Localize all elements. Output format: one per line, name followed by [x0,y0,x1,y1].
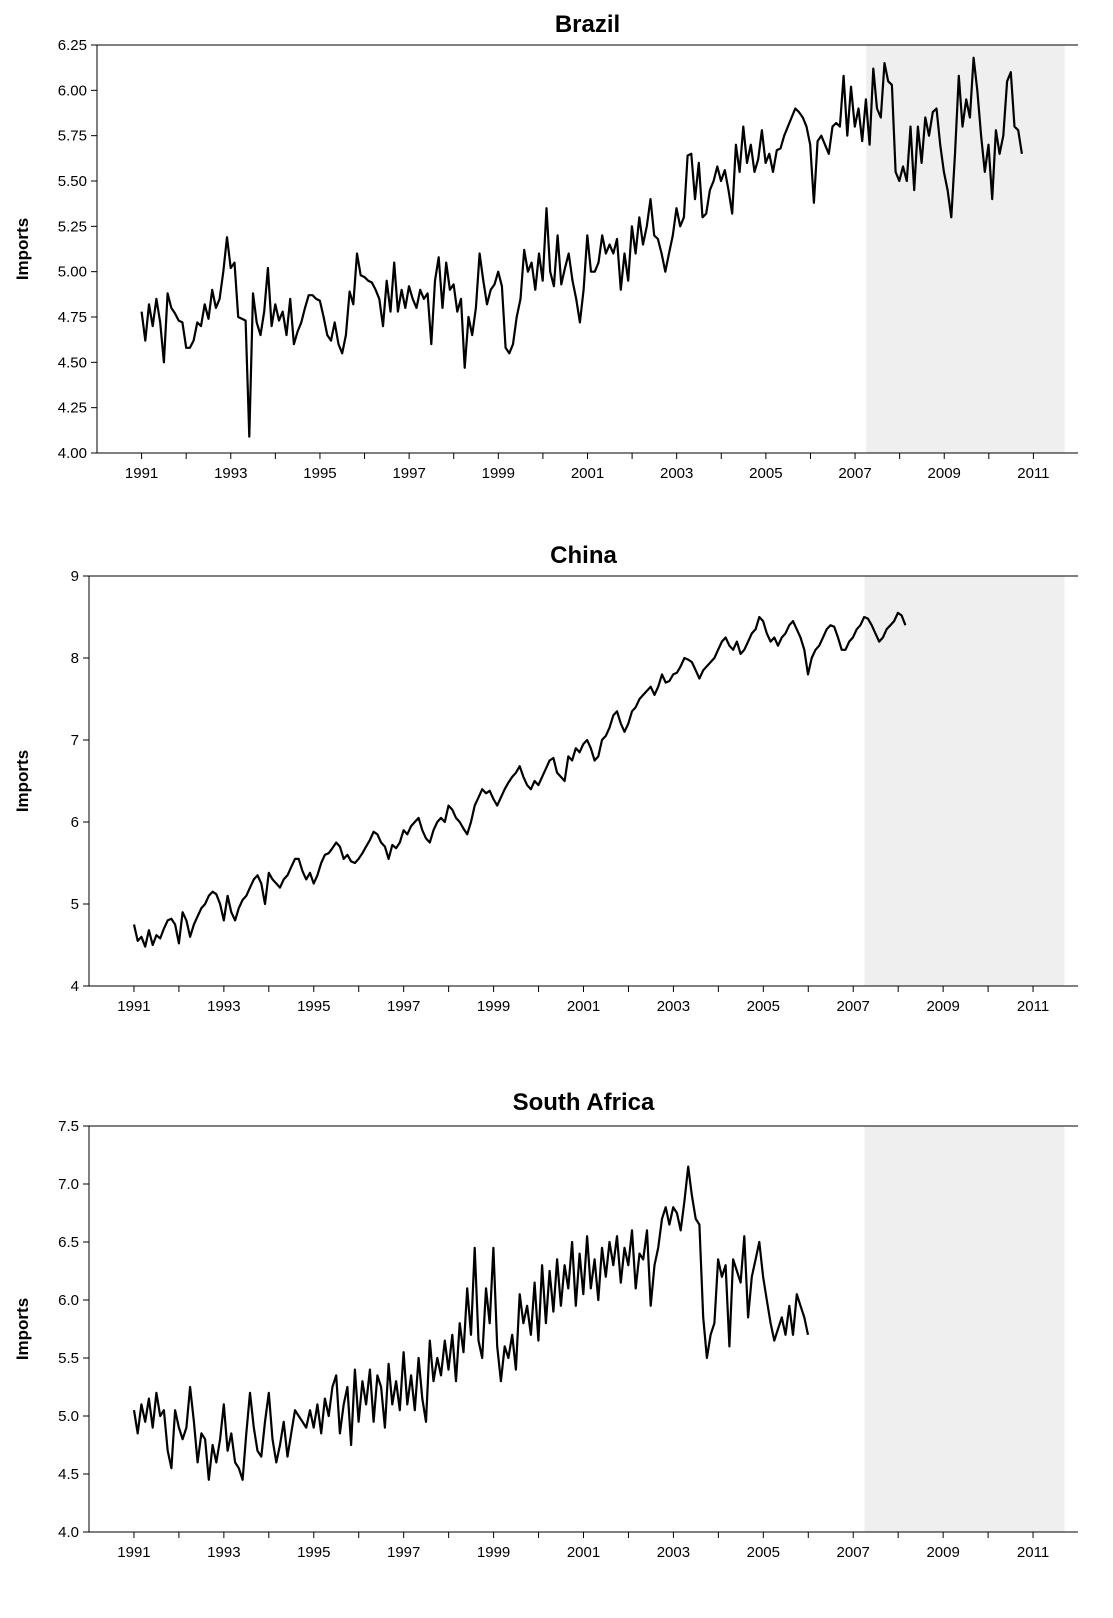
shaded-period [864,576,1065,986]
x-tick-label: 2007 [838,465,871,482]
chart-panel-china: China Imports 4 5 6 7 8 9 1991 1993 1995 1997 1999 20… [0,535,1113,1035]
y-tick-label: 4.00 [58,445,87,462]
y-tick-label: 7.0 [58,1176,79,1193]
y-tick-label: 4.75 [58,309,87,326]
y-tick-label: 9 [71,568,79,585]
x-tick-label: 2001 [571,465,604,482]
y-tick-label: 4.0 [58,1524,79,1541]
y-tick-label: 5.50 [58,173,87,190]
x-tick-label: 2011 [1017,1544,1049,1561]
series-line-china [132,611,907,948]
chart-title: Brazil [555,11,620,38]
x-tick-label: 2011 [1017,465,1049,482]
x-tick-label: 2011 [1017,998,1049,1015]
x-tick-label: 2003 [660,465,693,482]
x-tick-label: 1993 [207,998,240,1015]
x-tick-label: 1993 [207,1544,240,1561]
x-tick-label: 1993 [214,465,247,482]
y-tick-label: 5.5 [58,1350,79,1367]
x-tick-label: 2001 [567,1544,600,1561]
y-tick-label: 6.00 [58,82,87,99]
x-tick-label: 2007 [837,998,870,1015]
x-tick-label: 1999 [477,998,510,1015]
x-tick-label: 2005 [747,998,780,1015]
x-tick-label: 1991 [125,465,158,482]
y-tick-label: 4 [71,978,79,995]
chart-brazil: Brazil Imports 4.00 4.25 4.50 4.75 5.00 5.25 5.5… [13,11,1078,482]
y-axis-label: Imports [13,218,32,280]
y-tick-label: 7 [71,732,79,749]
x-tick-label: 1997 [387,998,420,1015]
series-line-brazil [140,56,1023,438]
y-tick-label: 6 [71,814,79,831]
y-tick-label: 5.25 [58,218,87,235]
y-tick-label: 6.25 [58,37,87,54]
chart-title: South Africa [513,1089,655,1116]
x-tick-label: 2009 [926,998,959,1015]
x-tick-label: 2007 [837,1544,870,1561]
x-tick-label: 1995 [297,998,330,1015]
x-tick-label: 1999 [482,465,515,482]
y-tick-label: 4.25 [58,400,87,417]
y-tick-label: 4.50 [58,354,87,371]
x-tick-label: 2005 [749,465,782,482]
chart-title: China [550,542,617,569]
y-tick-label: 4.5 [58,1466,79,1483]
y-axis-label: Imports [13,750,32,812]
y-tick-label: 6.5 [58,1234,79,1251]
y-tick-label: 5.0 [58,1408,79,1425]
x-tick-label: 2005 [747,1544,780,1561]
y-axis-label: Imports [13,1298,32,1360]
chart-china: China Imports 4 5 6 7 8 9 1991 1993 1995 1997 1999 20… [13,542,1078,1015]
y-tick-label: 5 [71,896,79,913]
x-tick-label: 1991 [117,1544,150,1561]
x-tick-label: 1997 [392,465,425,482]
x-tick-label: 1995 [303,465,336,482]
y-tick-label: 7.5 [58,1118,79,1135]
chart-panel-brazil: Brazil Imports 4.00 4.25 4.50 4.75 5.00 5.25 5.5… [0,0,1113,500]
x-tick-label: 2009 [928,465,961,482]
chart-south-africa: South Africa Imports 4.0 4.5 5.0 5.5 6.0 6.5 7.0… [13,1089,1078,1561]
x-tick-label: 1995 [297,1544,330,1561]
x-tick-label: 2009 [926,1544,959,1561]
x-tick-label: 2001 [567,998,600,1015]
shaded-period [864,1126,1065,1532]
x-tick-label: 1999 [477,1544,510,1561]
y-tick-label: 8 [71,650,79,667]
y-tick-label: 5.00 [58,264,87,281]
y-tick-label: 6.0 [58,1292,79,1309]
series-line-south-africa [132,1165,810,1481]
y-tick-label: 5.75 [58,128,87,145]
x-tick-label: 1997 [387,1544,420,1561]
x-tick-label: 2003 [657,998,690,1015]
x-tick-label: 1991 [117,998,150,1015]
chart-panel-south-africa: South Africa Imports 4.0 4.5 5.0 5.5 6.0 6.5 7.0… [0,1085,1113,1618]
x-tick-label: 2003 [657,1544,690,1561]
